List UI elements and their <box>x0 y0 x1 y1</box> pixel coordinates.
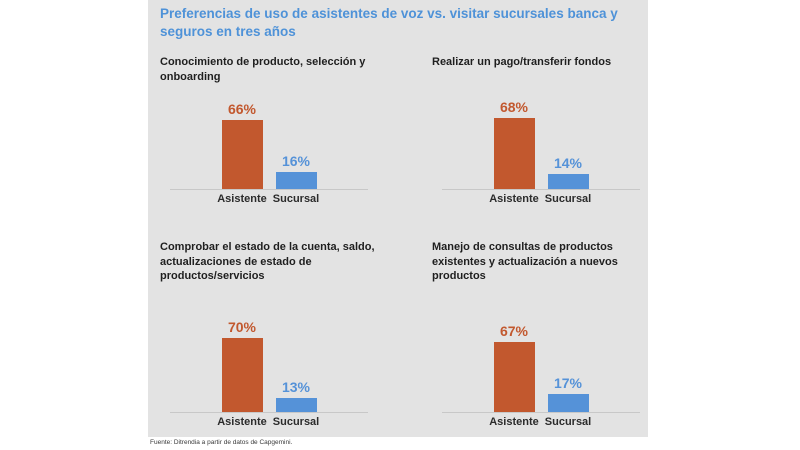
bar-group-asistente: 66% <box>215 101 269 189</box>
chart-plot-wrapper: 70% 13% Asistente Sucursal <box>170 319 368 428</box>
chart-plot-wrapper: 67% 17% Asistente Sucursal <box>442 320 640 428</box>
bar-asistente <box>221 338 263 412</box>
mini-bar-chart: Realizar un pago/transferir fondos 68% 14… <box>432 55 646 205</box>
source-note: Fuente: Ditrendia a partir de datos de C… <box>150 439 293 446</box>
bar-value-label: 14% <box>553 155 583 171</box>
bar-group-sucursal: 14% <box>541 155 595 189</box>
chart-plot-wrapper: 66% 16% Asistente Sucursal <box>170 97 368 205</box>
chart-title: Realizar un pago/transferir fondos <box>432 56 612 68</box>
category-label-sucursal: Sucursal <box>272 416 320 428</box>
mini-bar-chart: Conocimiento de producto, selección y on… <box>160 55 432 205</box>
category-label-asistente: Asistente <box>217 416 267 428</box>
bar-value-label: 16% <box>281 153 311 169</box>
plot-area: 68% 14% <box>442 97 640 190</box>
bar-asistente <box>221 120 263 189</box>
bar-sucursal <box>547 174 589 189</box>
category-label-asistente: Asistente <box>489 193 539 205</box>
bar-group-sucursal: 16% <box>269 153 323 189</box>
chart-title: Conocimiento de producto, selección y on… <box>160 56 366 83</box>
category-label-sucursal: Sucursal <box>272 193 320 205</box>
bar-value-label: 68% <box>499 99 529 115</box>
infographic-panel: Preferencias de uso de asistentes de voz… <box>148 0 648 437</box>
chart-plot-wrapper: 68% 14% Asistente Sucursal <box>442 97 640 205</box>
bar-group-asistente: 70% <box>215 319 269 412</box>
category-axis: Asistente Sucursal <box>442 413 640 428</box>
category-label-sucursal: Sucursal <box>544 193 592 205</box>
plot-area: 70% 13% <box>170 319 368 413</box>
bar-group-asistente: 67% <box>487 323 541 412</box>
category-label-asistente: Asistente <box>217 193 267 205</box>
category-label-sucursal: Sucursal <box>544 416 592 428</box>
bar-value-label: 13% <box>281 379 311 395</box>
chart-cell-2: Realizar un pago/transferir fondos 68% 14… <box>432 55 646 205</box>
category-axis: Asistente Sucursal <box>170 190 368 205</box>
bar-value-label: 67% <box>499 323 529 339</box>
bar-asistente <box>493 342 535 412</box>
chart-cell-3: Comprobar el estado de la cuenta, saldo,… <box>160 240 432 428</box>
category-label-asistente: Asistente <box>489 416 539 428</box>
chart-main-title: Preferencias de uso de asistentes de voz… <box>160 6 618 39</box>
bar-group-sucursal: 13% <box>269 379 323 412</box>
bar-value-label: 17% <box>553 375 583 391</box>
bar-sucursal <box>275 172 317 189</box>
bar-value-label: 70% <box>227 319 257 335</box>
mini-bar-chart: Comprobar el estado de la cuenta, saldo,… <box>160 240 432 428</box>
plot-area: 67% 17% <box>442 320 640 413</box>
category-axis: Asistente Sucursal <box>170 413 368 428</box>
bar-sucursal <box>275 398 317 412</box>
chart-title: Comprobar el estado de la cuenta, saldo,… <box>160 241 375 283</box>
bar-group-asistente: 68% <box>487 99 541 189</box>
plot-area: 66% 16% <box>170 97 368 190</box>
bar-value-label: 66% <box>227 101 257 117</box>
chart-cell-1: Conocimiento de producto, selección y on… <box>160 55 432 205</box>
chart-title: Manejo de consultas de productos existen… <box>432 241 618 283</box>
bar-sucursal <box>547 394 589 412</box>
category-axis: Asistente Sucursal <box>442 190 640 205</box>
mini-bar-chart: Manejo de consultas de productos existen… <box>432 240 646 428</box>
bar-group-sucursal: 17% <box>541 375 595 412</box>
chart-cell-4: Manejo de consultas de productos existen… <box>432 240 646 428</box>
bar-asistente <box>493 118 535 189</box>
